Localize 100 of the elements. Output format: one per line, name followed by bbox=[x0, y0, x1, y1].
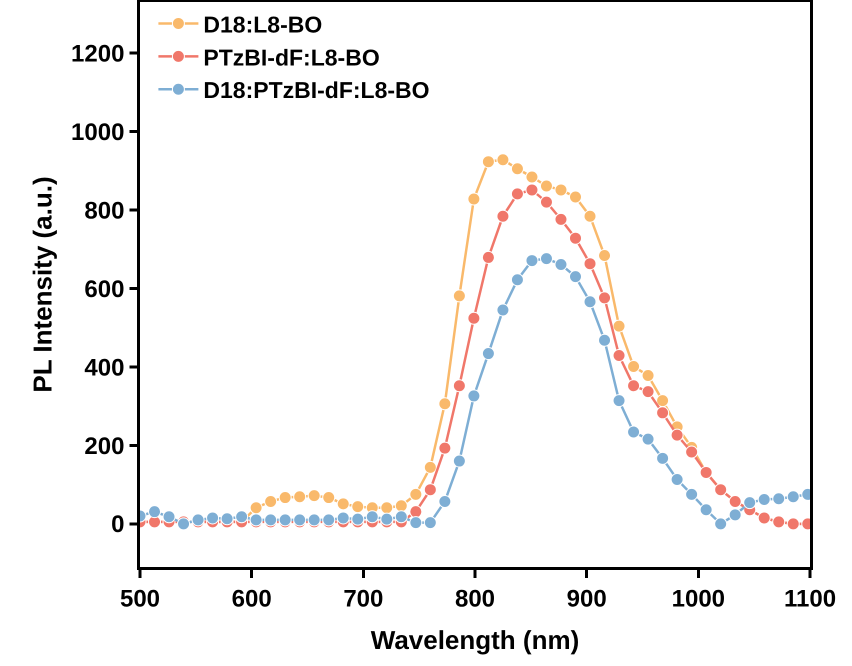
point bbox=[584, 257, 597, 270]
point bbox=[656, 394, 670, 408]
point bbox=[235, 510, 248, 524]
point bbox=[670, 428, 684, 442]
point bbox=[642, 369, 655, 382]
point bbox=[278, 491, 292, 504]
point bbox=[569, 270, 582, 284]
point bbox=[336, 497, 350, 510]
point bbox=[467, 389, 480, 402]
y-tick-label: 1200 bbox=[71, 40, 124, 68]
point bbox=[554, 258, 568, 271]
x-tick-label: 700 bbox=[343, 586, 384, 613]
point bbox=[786, 490, 800, 504]
x-tick-label: 500 bbox=[120, 586, 160, 613]
legend-label: D18:PTzBI-dF:L8-BO bbox=[203, 77, 430, 104]
point bbox=[758, 493, 771, 506]
x-tick-label: 900 bbox=[566, 586, 607, 613]
point bbox=[598, 334, 612, 347]
point bbox=[728, 508, 742, 522]
y-tick-label: 800 bbox=[84, 197, 124, 224]
point bbox=[612, 349, 626, 362]
point bbox=[612, 320, 626, 333]
point bbox=[162, 510, 176, 524]
point bbox=[264, 494, 278, 508]
point bbox=[394, 510, 408, 524]
y-axis-title: PL Intensity (a.u.) bbox=[27, 176, 58, 393]
point bbox=[482, 155, 495, 168]
point bbox=[540, 252, 553, 266]
point bbox=[685, 488, 698, 501]
x-tick-label: 800 bbox=[454, 586, 496, 613]
point bbox=[743, 496, 756, 510]
point bbox=[496, 210, 510, 223]
point bbox=[627, 426, 640, 439]
point bbox=[394, 499, 408, 512]
point bbox=[496, 304, 510, 316]
point bbox=[598, 291, 612, 304]
point bbox=[772, 492, 786, 506]
point bbox=[540, 180, 553, 193]
point bbox=[409, 488, 422, 501]
point bbox=[452, 454, 466, 468]
point bbox=[584, 210, 597, 223]
point bbox=[554, 212, 568, 226]
y-tick-label: 600 bbox=[84, 276, 124, 303]
x-tick-label: 1000 bbox=[672, 586, 726, 613]
point bbox=[612, 394, 626, 408]
point bbox=[438, 494, 452, 508]
point bbox=[510, 273, 524, 286]
point bbox=[308, 489, 321, 502]
point bbox=[380, 512, 394, 526]
point bbox=[467, 192, 480, 206]
point bbox=[496, 153, 510, 166]
y-tick-label: 0 bbox=[111, 511, 124, 538]
point bbox=[424, 483, 437, 496]
point bbox=[685, 446, 698, 459]
point bbox=[409, 505, 422, 518]
point bbox=[540, 196, 553, 209]
point bbox=[351, 512, 364, 526]
point bbox=[482, 250, 495, 264]
point bbox=[438, 397, 452, 410]
point bbox=[424, 516, 437, 530]
point bbox=[510, 162, 524, 176]
point bbox=[293, 490, 306, 504]
point bbox=[642, 385, 655, 398]
point bbox=[598, 248, 612, 262]
point bbox=[206, 511, 220, 524]
point bbox=[467, 312, 480, 325]
y-tick-label: 400 bbox=[84, 354, 124, 382]
point bbox=[409, 516, 422, 530]
point bbox=[424, 460, 437, 474]
legend-label: D18:L8-BO bbox=[203, 11, 322, 38]
point bbox=[656, 406, 670, 420]
point bbox=[438, 442, 452, 455]
point bbox=[714, 517, 728, 530]
point bbox=[510, 187, 524, 200]
point bbox=[584, 295, 597, 308]
point bbox=[627, 360, 640, 373]
point bbox=[642, 432, 655, 446]
point bbox=[452, 379, 466, 392]
legend-label: PTzBI-dF:L8-BO bbox=[203, 44, 380, 70]
point bbox=[366, 510, 379, 524]
point bbox=[525, 183, 538, 196]
point bbox=[482, 347, 495, 360]
point bbox=[656, 452, 670, 465]
y-tick-label: 200 bbox=[84, 432, 124, 460]
point bbox=[351, 500, 364, 514]
point bbox=[627, 379, 640, 392]
point bbox=[336, 511, 350, 524]
point bbox=[569, 190, 582, 204]
x-axis-title: Wavelength (nm) bbox=[370, 625, 580, 656]
point bbox=[380, 501, 394, 514]
point bbox=[670, 473, 684, 486]
point bbox=[554, 183, 568, 196]
point bbox=[569, 232, 582, 245]
y-tick-label: 1000 bbox=[71, 118, 124, 146]
point bbox=[700, 503, 713, 516]
point bbox=[452, 289, 466, 302]
point bbox=[148, 505, 162, 518]
point bbox=[250, 501, 263, 514]
point bbox=[220, 512, 234, 526]
point bbox=[525, 170, 538, 184]
